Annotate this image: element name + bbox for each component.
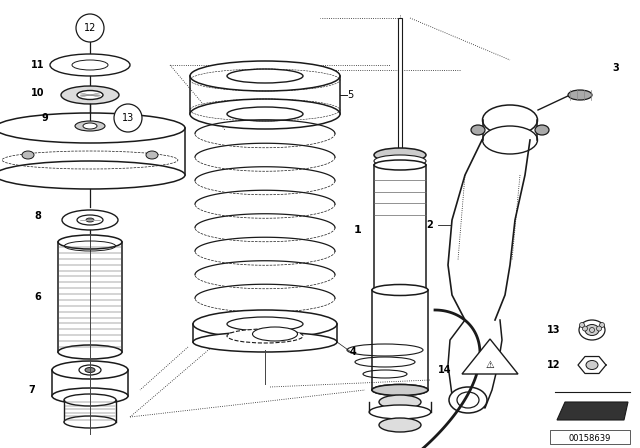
Text: 4: 4 [349, 347, 356, 357]
Ellipse shape [483, 126, 538, 154]
Ellipse shape [372, 384, 428, 396]
Ellipse shape [193, 310, 337, 338]
Ellipse shape [22, 151, 34, 159]
Bar [550, 430, 630, 444]
Ellipse shape [227, 317, 303, 331]
Ellipse shape [374, 160, 426, 170]
Text: 6: 6 [35, 292, 42, 302]
Ellipse shape [253, 327, 298, 341]
Text: 9: 9 [42, 113, 49, 123]
Ellipse shape [374, 148, 426, 162]
Circle shape [600, 323, 605, 327]
Ellipse shape [190, 61, 340, 91]
Ellipse shape [75, 121, 105, 131]
Circle shape [579, 323, 584, 327]
Ellipse shape [579, 320, 605, 340]
Ellipse shape [379, 395, 421, 409]
Ellipse shape [58, 345, 122, 359]
Ellipse shape [62, 210, 118, 230]
Ellipse shape [227, 107, 303, 121]
Ellipse shape [77, 215, 103, 225]
Text: 10: 10 [31, 88, 45, 98]
Ellipse shape [471, 125, 485, 135]
Ellipse shape [79, 365, 101, 375]
Ellipse shape [227, 329, 303, 343]
Text: 2: 2 [427, 220, 433, 230]
Ellipse shape [374, 155, 426, 167]
Ellipse shape [64, 416, 116, 428]
Bar [398, 18, 402, 150]
Circle shape [596, 326, 602, 331]
Circle shape [582, 326, 588, 331]
Ellipse shape [83, 123, 97, 129]
Text: 00158639: 00158639 [569, 434, 611, 443]
Ellipse shape [227, 69, 303, 83]
Ellipse shape [85, 367, 95, 372]
Text: 3: 3 [612, 63, 620, 73]
Text: 12: 12 [84, 23, 96, 33]
Text: 7: 7 [29, 385, 35, 395]
Text: 14: 14 [438, 365, 452, 375]
Ellipse shape [52, 388, 128, 404]
Ellipse shape [86, 218, 94, 222]
Text: ⚠: ⚠ [486, 360, 494, 370]
Ellipse shape [61, 86, 119, 104]
Ellipse shape [146, 151, 158, 159]
Ellipse shape [0, 113, 185, 143]
Ellipse shape [372, 384, 428, 396]
Ellipse shape [586, 361, 598, 370]
Ellipse shape [52, 361, 128, 379]
Ellipse shape [483, 105, 538, 135]
Text: 8: 8 [35, 211, 42, 221]
Polygon shape [557, 402, 628, 420]
Circle shape [589, 327, 595, 332]
Ellipse shape [0, 161, 185, 189]
Ellipse shape [369, 405, 431, 419]
Ellipse shape [568, 90, 592, 100]
Ellipse shape [379, 418, 421, 432]
Polygon shape [462, 339, 518, 374]
Text: 5: 5 [347, 90, 353, 100]
Circle shape [76, 14, 104, 42]
Ellipse shape [193, 332, 337, 352]
Text: 11: 11 [31, 60, 45, 70]
Text: 12: 12 [547, 360, 560, 370]
Ellipse shape [372, 284, 428, 296]
Ellipse shape [457, 392, 479, 408]
Ellipse shape [64, 394, 116, 406]
Ellipse shape [77, 90, 103, 99]
Ellipse shape [535, 125, 549, 135]
Text: 13: 13 [122, 113, 134, 123]
Text: 1: 1 [354, 225, 362, 235]
Circle shape [114, 104, 142, 132]
Ellipse shape [585, 324, 599, 336]
Ellipse shape [58, 235, 122, 249]
Ellipse shape [449, 387, 487, 413]
Ellipse shape [190, 99, 340, 129]
Text: 13: 13 [547, 325, 560, 335]
Polygon shape [578, 357, 606, 374]
Ellipse shape [50, 54, 130, 76]
